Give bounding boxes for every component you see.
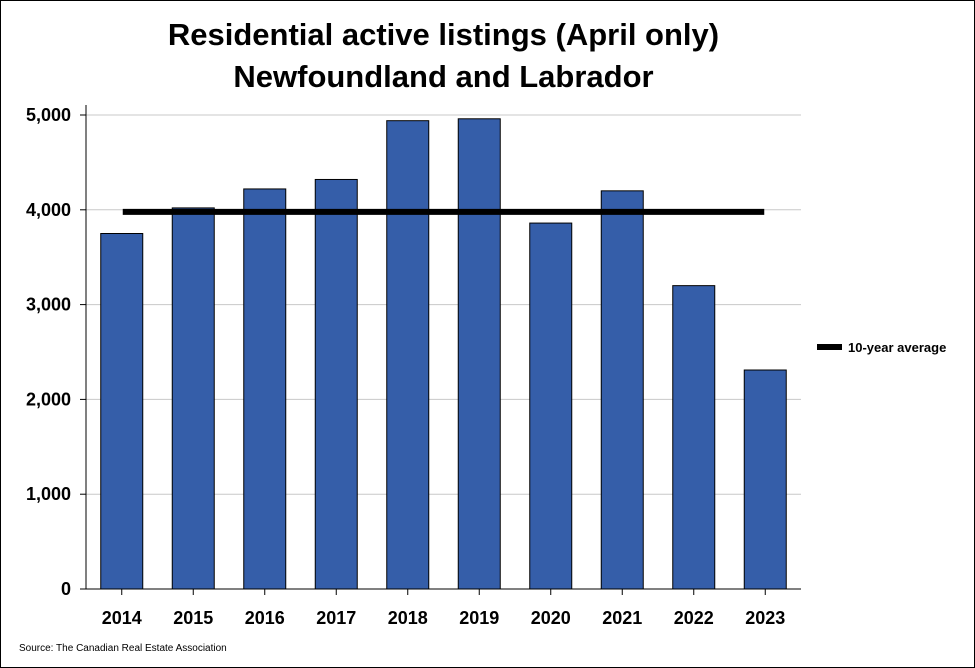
bar-2014	[100, 233, 144, 590]
x-tick-label: 2019	[459, 608, 499, 628]
bar-2018	[386, 120, 430, 590]
y-tick-label: 2,000	[26, 389, 71, 409]
chart-subtitle: Newfoundland and Labrador	[233, 59, 654, 94]
y-tick-label: 3,000	[26, 295, 71, 315]
x-axis-ticks: 2014 2015 2016 2017 2018 2019 2020 2021 2022 2023	[102, 589, 785, 628]
y-tick-label: 4,000	[26, 200, 71, 220]
y-tick-label: 1,000	[26, 484, 71, 504]
bar-2020	[529, 222, 573, 590]
x-tick-label: 2018	[388, 608, 428, 628]
x-tick-label: 2014	[102, 608, 142, 628]
y-axis-ticks: 0 1,000 2,000 3,000 4,000 5,000	[26, 105, 86, 599]
chart-title: Residential active listings (April only)	[167, 17, 720, 52]
bar-2016	[243, 188, 287, 590]
x-tick-label: 2023	[745, 608, 785, 628]
x-tick-label: 2021	[602, 608, 642, 628]
bars	[100, 118, 787, 590]
x-tick-label: 2015	[173, 608, 213, 628]
x-tick-label: 2017	[316, 608, 356, 628]
legend: 10-year average	[817, 340, 946, 355]
bar-2022	[672, 285, 716, 590]
x-tick-label: 2022	[674, 608, 714, 628]
bar-2015	[171, 207, 215, 590]
axes	[85, 105, 801, 590]
legend-label: 10-year average	[848, 340, 946, 355]
x-tick-label: 2020	[531, 608, 571, 628]
y-tick-label: 0	[61, 579, 71, 599]
source-note: Source: The Canadian Real Estate Associa…	[19, 643, 227, 654]
bar-2017	[314, 178, 358, 590]
bar-2021	[600, 190, 644, 590]
x-tick-label: 2016	[245, 608, 285, 628]
y-tick-label: 5,000	[26, 105, 71, 125]
bar-2023	[743, 369, 787, 590]
bar-2019	[457, 118, 501, 590]
